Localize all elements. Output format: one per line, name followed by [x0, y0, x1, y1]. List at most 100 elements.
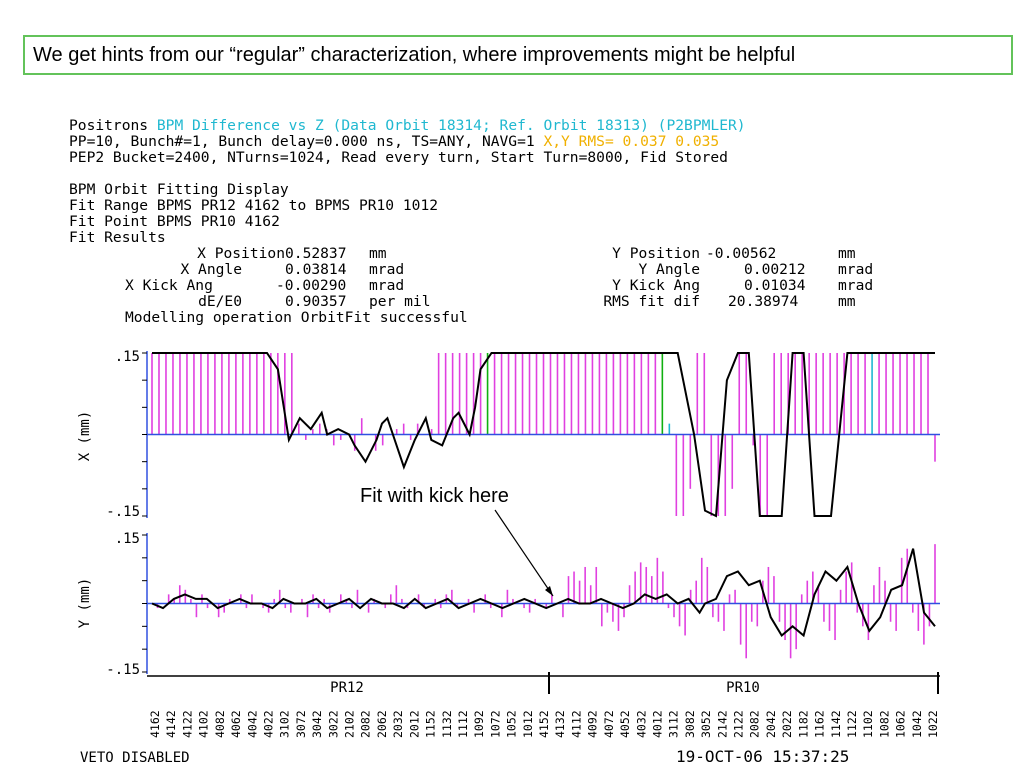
bpm-tick-label: 1022 — [926, 710, 940, 738]
bpm-tick-label: 4042 — [245, 710, 259, 738]
bpm-tick-label: 1042 — [910, 710, 924, 738]
bpm-tick-label: 1072 — [488, 710, 502, 738]
fit-unit: mrad — [838, 261, 874, 278]
bpm-tick-label: 4022 — [261, 710, 275, 738]
bpm-tick-label: 1162 — [813, 710, 827, 738]
bpm-tick-label: 2142 — [715, 710, 729, 738]
bpm-tick-label: 3082 — [683, 710, 697, 738]
fit-label: dE/E0 — [198, 293, 242, 310]
fit-label: Y Angle — [638, 261, 700, 278]
x-axis-label: X (mm) — [77, 411, 93, 462]
bpm-tick-label: 4142 — [164, 710, 178, 738]
fit-point: Fit Point BPMS PR10 4162 — [69, 213, 280, 230]
bpm-tick-label: 2012 — [407, 710, 421, 738]
bpm-tick-label: 1182 — [796, 710, 810, 738]
x-panel — [142, 351, 940, 518]
bpm-tick-label: 1012 — [521, 710, 535, 738]
fit-label: Y Position — [612, 245, 700, 262]
region-label-pr12: PR12 — [330, 680, 364, 696]
fit-label: X Kick Ang — [125, 277, 213, 294]
bpm-tick-label: 3072 — [294, 710, 308, 738]
fit-value: 0.52837 — [285, 245, 347, 262]
fit-range: Fit Range BPMS PR12 4162 to BPMS PR10 10… — [69, 197, 439, 214]
fit-label: RMS fit dif — [603, 293, 700, 310]
bpm-tick-label: 1102 — [861, 710, 875, 738]
header-particle: Positrons — [69, 117, 157, 134]
fit-label: X Position — [197, 245, 285, 262]
bpm-tick-label: 3042 — [310, 710, 324, 738]
bpm-tick-label: 1082 — [877, 710, 891, 738]
fit-unit: mrad — [369, 277, 405, 294]
bpm-tick-label: 2102 — [343, 710, 357, 738]
bpm-tick-label: 1132 — [440, 710, 454, 738]
bpm-tick-label: 4082 — [213, 710, 227, 738]
bpm-tick-label: 4162 — [148, 710, 162, 738]
y-panel — [142, 533, 940, 674]
fit-value: -0.00290 — [276, 277, 347, 294]
veto-status: VETO DISABLED — [80, 750, 190, 766]
bpm-tick-label: 1112 — [456, 710, 470, 738]
fit-unit: per mil — [369, 293, 431, 310]
y-ytick-top: .15 — [115, 531, 140, 547]
fit-unit: mrad — [838, 277, 874, 294]
bpm-tick-label: 3112 — [667, 710, 681, 738]
annotation-arrow — [494, 509, 554, 597]
bpm-tick-label: 4012 — [650, 710, 664, 738]
bpm-tick-label: 2082 — [748, 710, 762, 738]
header-plot-title: BPM Difference vs Z (Data Orbit 18314; R… — [156, 117, 746, 134]
fit-label: Y Kick Ang — [612, 277, 700, 294]
fit-value: 0.90357 — [285, 293, 347, 310]
y-fit-line — [151, 548, 936, 638]
bpm-tick-label: 4132 — [553, 710, 567, 738]
fit-unit: mm — [838, 245, 856, 262]
x-fit-line — [152, 352, 935, 518]
bpm-tick-label: 4092 — [586, 710, 600, 738]
bpm-tick-label: 1122 — [845, 710, 859, 738]
slide-title-banner: We get hints from our “regular” characte… — [23, 35, 1013, 75]
bpm-tick-label: 4032 — [634, 710, 648, 738]
bpm-tick-label: 4102 — [197, 710, 211, 738]
fit-value: 0.00212 — [744, 261, 806, 278]
annotation-fit-with-kick: Fit with kick here — [360, 485, 509, 507]
bpm-tick-label: 4152 — [537, 710, 551, 738]
bpm-tick-label: 1152 — [424, 710, 438, 738]
bpm-tick-label: 1142 — [829, 710, 843, 738]
bpm-tick-label: 2042 — [764, 710, 778, 738]
x-ytick-top: .15 — [115, 349, 140, 365]
bpm-tick-label: 1062 — [894, 710, 908, 738]
bpm-tick-label: 3022 — [326, 710, 340, 738]
fit-value: -0.00562 — [706, 245, 777, 262]
bpm-tick-label: 1092 — [472, 710, 486, 738]
bpm-tick-label: 3102 — [278, 710, 292, 738]
fit-unit: mm — [369, 245, 387, 262]
bpm-tick-label: 4122 — [180, 710, 194, 738]
header-line-1: Positrons BPM Difference vs Z (Data Orbi… — [69, 118, 746, 134]
modelling-status: Modelling operation OrbitFit successful — [125, 309, 468, 326]
bpm-tick-label: 4112 — [569, 710, 583, 738]
bpm-tick-label: 2022 — [780, 710, 794, 738]
bpm-axis: 4162 4142 4122 4102 4082 4062 4042 4022 3102 3072… — [147, 672, 940, 738]
header-line-2: PP=10, Bunch#=1, Bunch delay=0.000 ns, T… — [69, 134, 719, 150]
bpm-tick-label: 4062 — [229, 710, 243, 738]
bpm-tick-label: 1052 — [505, 710, 519, 738]
y-ytick-bottom: -.15 — [106, 662, 140, 678]
fit-value: 0.03814 — [285, 261, 347, 278]
bpm-tick-label: 4052 — [618, 710, 632, 738]
fit-display-title: BPM Orbit Fitting Display — [69, 181, 289, 198]
fit-unit: mrad — [369, 261, 405, 278]
fit-value: 20.38974 — [728, 293, 799, 310]
header-line-3: PEP2 Bucket=2400, NTurns=1024, Read ever… — [69, 149, 728, 166]
bpm-tick-label: 4072 — [602, 710, 616, 738]
timestamp: 19-OCT-06 15:37:25 — [676, 747, 850, 766]
header-rms: X,Y RMS= 0.037 0.035 — [543, 133, 720, 150]
region-label-pr10: PR10 — [726, 680, 760, 696]
bpm-tick-label: 2062 — [375, 710, 389, 738]
y-axis-label: Y (mm) — [77, 578, 93, 629]
fit-unit: mm — [838, 293, 856, 310]
bpm-tick-label: 2122 — [732, 710, 746, 738]
header-run-params: PP=10, Bunch#=1, Bunch delay=0.000 ns, T… — [69, 133, 544, 150]
fit-label: X Angle — [180, 261, 242, 278]
fit-value: 0.01034 — [744, 277, 806, 294]
fit-results-title: Fit Results — [69, 229, 166, 246]
